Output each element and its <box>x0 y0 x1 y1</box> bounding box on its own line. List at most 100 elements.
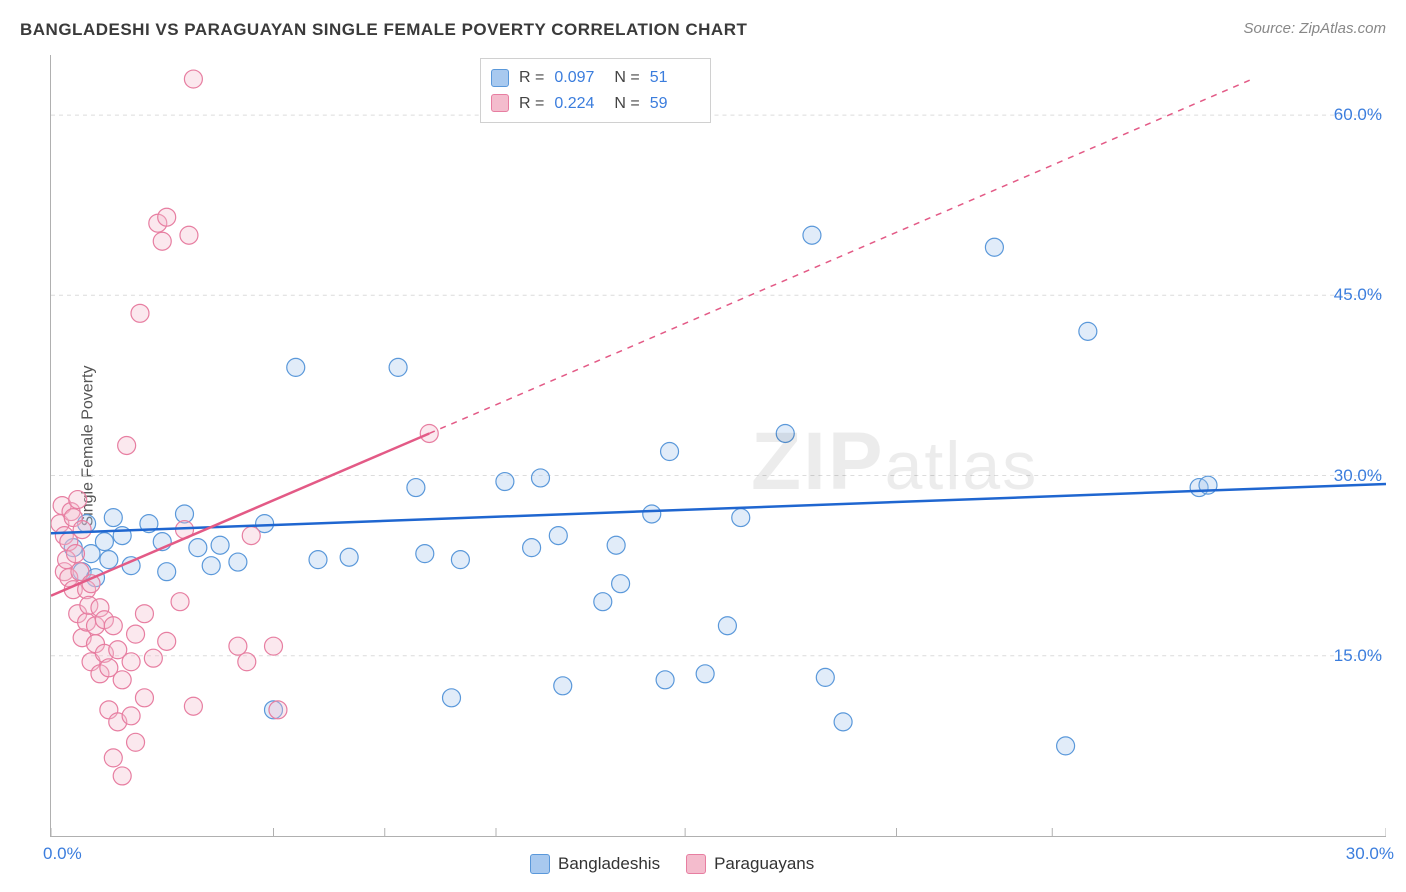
data-point <box>242 527 260 545</box>
data-point <box>73 521 91 539</box>
data-point <box>696 665 714 683</box>
data-point <box>202 557 220 575</box>
stats-row: R = 0.224 N = 59 <box>491 91 700 117</box>
data-point <box>732 509 750 527</box>
legend-item: Bangladeshis <box>530 854 660 874</box>
data-point <box>69 491 87 509</box>
data-point <box>211 536 229 554</box>
legend-label: Bangladeshis <box>558 854 660 874</box>
stat-n-label: N = <box>614 65 639 91</box>
legend-swatch <box>530 854 550 874</box>
data-point <box>127 733 145 751</box>
data-point <box>131 304 149 322</box>
data-point <box>122 707 140 725</box>
ytick-label: 45.0% <box>1334 285 1382 305</box>
points-group <box>51 70 1217 785</box>
data-point <box>135 605 153 623</box>
data-point <box>127 625 145 643</box>
data-point <box>340 548 358 566</box>
source-label: Source: ZipAtlas.com <box>1243 20 1386 37</box>
data-point <box>309 551 327 569</box>
data-point <box>184 70 202 88</box>
data-point <box>180 226 198 244</box>
data-point <box>135 689 153 707</box>
data-point <box>229 553 247 571</box>
data-point <box>661 443 679 461</box>
data-point <box>265 637 283 655</box>
stat-r-label: R = <box>519 65 544 91</box>
data-point <box>100 551 118 569</box>
data-point <box>549 527 567 545</box>
data-point <box>95 533 113 551</box>
grid-group <box>51 115 1386 656</box>
data-point <box>189 539 207 557</box>
data-point <box>803 226 821 244</box>
data-point <box>1079 322 1097 340</box>
data-point <box>113 671 131 689</box>
data-point <box>122 653 140 671</box>
legend: Bangladeshis Paraguayans <box>530 854 814 874</box>
xticks-group <box>51 828 1386 836</box>
xtick-label: 0.0% <box>43 844 82 864</box>
data-point <box>158 563 176 581</box>
data-point <box>656 671 674 689</box>
data-point <box>451 551 469 569</box>
stat-r-value: 0.097 <box>554 65 604 91</box>
data-point <box>104 617 122 635</box>
stat-n-value: 51 <box>650 65 700 91</box>
chart-title: BANGLADESHI VS PARAGUAYAN SINGLE FEMALE … <box>20 20 747 40</box>
ytick-label: 60.0% <box>1334 105 1382 125</box>
data-point <box>158 208 176 226</box>
data-point <box>389 358 407 376</box>
data-point <box>816 668 834 686</box>
data-point <box>1057 737 1075 755</box>
plot-area: ZIPatlas 15.0%30.0%45.0%60.0% 0.0%30.0% <box>50 55 1386 837</box>
data-point <box>287 358 305 376</box>
data-point <box>985 238 1003 256</box>
data-point <box>407 479 425 497</box>
data-point <box>594 593 612 611</box>
data-point <box>834 713 852 731</box>
ytick-label: 15.0% <box>1334 646 1382 666</box>
legend-swatch <box>491 69 509 87</box>
data-point <box>643 505 661 523</box>
data-point <box>554 677 572 695</box>
data-point <box>171 593 189 611</box>
ytick-label: 30.0% <box>1334 466 1382 486</box>
data-point <box>229 637 247 655</box>
legend-swatch <box>491 94 509 112</box>
stat-n-value: 59 <box>650 91 700 117</box>
data-point <box>718 617 736 635</box>
data-point <box>66 545 84 563</box>
data-point <box>104 749 122 767</box>
stat-r-value: 0.224 <box>554 91 604 117</box>
data-point <box>104 509 122 527</box>
stat-r-label: R = <box>519 91 544 117</box>
xtick-label: 30.0% <box>1346 844 1394 864</box>
stat-n-label: N = <box>614 91 639 117</box>
regression-line-extension <box>429 79 1252 433</box>
legend-swatch <box>686 854 706 874</box>
data-point <box>144 649 162 667</box>
data-point <box>269 701 287 719</box>
chart-container: BANGLADESHI VS PARAGUAYAN SINGLE FEMALE … <box>0 0 1406 892</box>
data-point <box>443 689 461 707</box>
stats-row: R = 0.097 N = 51 <box>491 65 700 91</box>
data-point <box>496 473 514 491</box>
legend-label: Paraguayans <box>714 854 814 874</box>
data-point <box>153 232 171 250</box>
data-point <box>523 539 541 557</box>
data-point <box>532 469 550 487</box>
data-point <box>118 437 136 455</box>
data-point <box>607 536 625 554</box>
data-point <box>612 575 630 593</box>
data-point <box>113 767 131 785</box>
regression-group <box>51 79 1386 596</box>
data-point <box>416 545 434 563</box>
data-point <box>238 653 256 671</box>
legend-item: Paraguayans <box>686 854 814 874</box>
plot-svg <box>51 55 1386 836</box>
data-point <box>776 424 794 442</box>
stats-box: R = 0.097 N = 51 R = 0.224 N = 59 <box>480 58 711 123</box>
data-point <box>158 632 176 650</box>
